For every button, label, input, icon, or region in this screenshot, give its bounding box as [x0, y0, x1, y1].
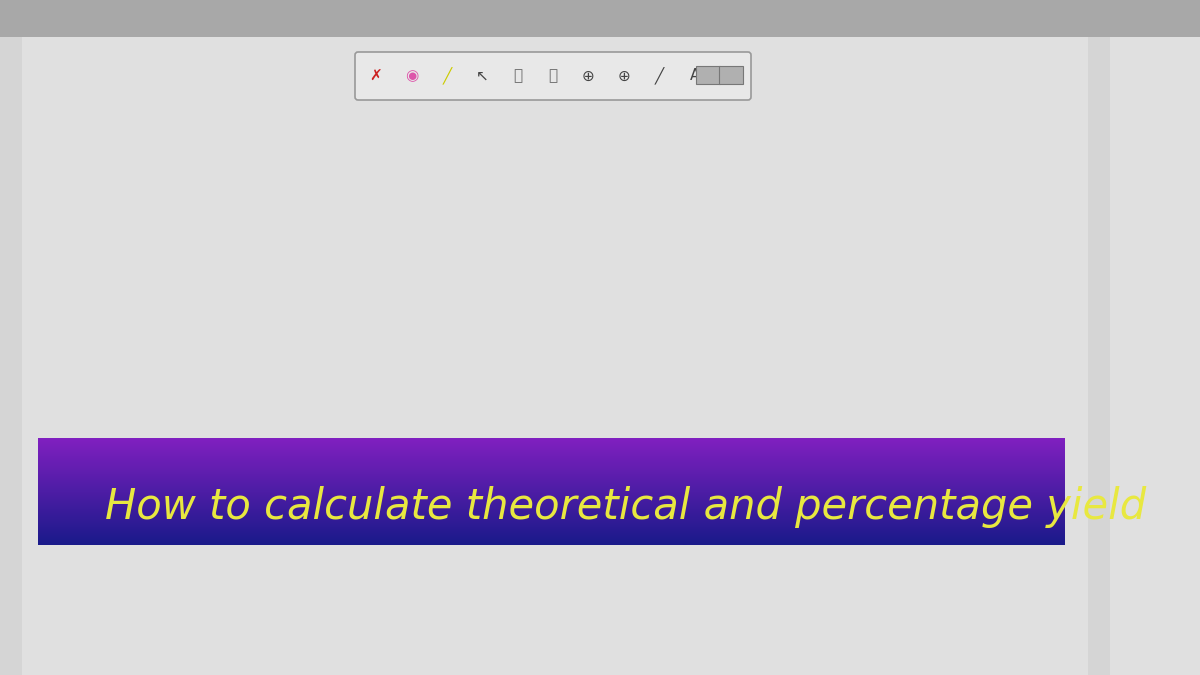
Bar: [1088, 37, 1110, 675]
Text: ✗: ✗: [370, 68, 383, 84]
Text: ✋: ✋: [548, 68, 558, 84]
Text: ✋: ✋: [514, 68, 522, 84]
Bar: [719, 66, 743, 84]
FancyBboxPatch shape: [355, 52, 751, 100]
Text: How to calculate theoretical and percentage yield: How to calculate theoretical and percent…: [106, 486, 1146, 528]
Bar: [0, 0, 1200, 37]
Text: ◉: ◉: [404, 68, 418, 84]
Text: ⊕: ⊕: [582, 68, 595, 84]
Text: ▭: ▭: [722, 68, 737, 84]
Bar: [696, 66, 720, 84]
Text: ↖: ↖: [476, 68, 488, 84]
Text: A: A: [690, 68, 700, 84]
Bar: [0, 37, 22, 675]
Text: ⊕: ⊕: [618, 68, 630, 84]
Text: ╱: ╱: [655, 68, 664, 85]
Text: ╱: ╱: [443, 68, 451, 85]
